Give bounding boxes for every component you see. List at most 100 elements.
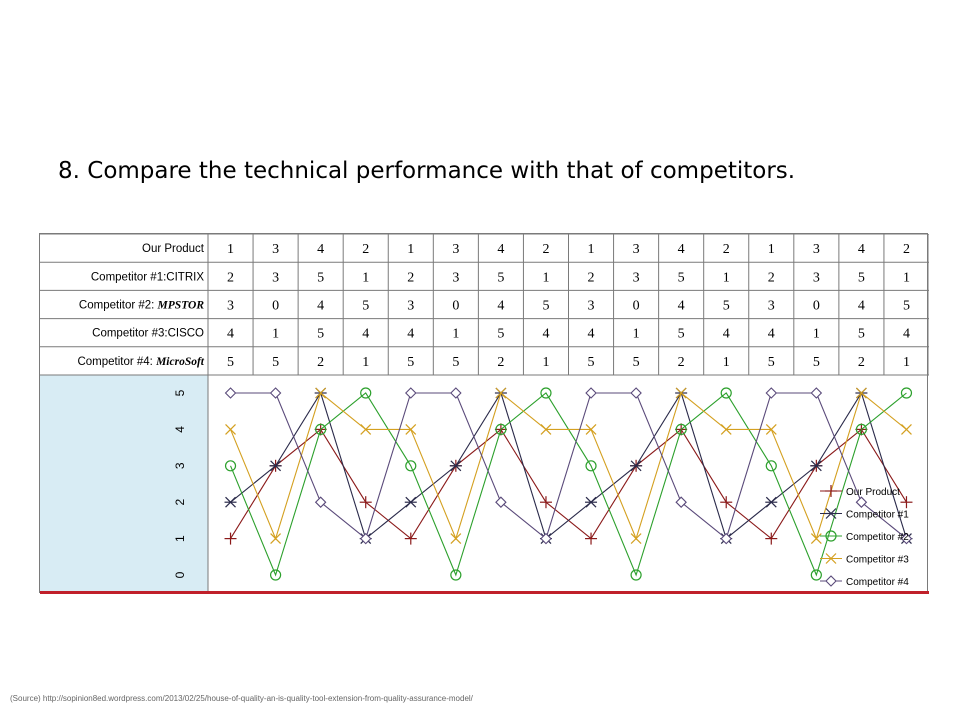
series-competitor-2-point: [224, 460, 237, 472]
series-competitor-4-point-d: [720, 532, 732, 545]
series-competitor-4-point: [585, 387, 597, 399]
series-competitor-3-point: [450, 533, 462, 545]
table-cell-value: 4: [858, 299, 865, 314]
table-cell-value: 5: [588, 355, 595, 370]
series-competitor-3-point: [360, 423, 372, 435]
series-competitor-2-point: [540, 387, 552, 399]
series-competitor-2-point: [810, 569, 822, 581]
table-cell-value: 4: [903, 327, 910, 342]
table-cell-value: 3: [633, 270, 640, 285]
series-competitor-3-point: [225, 423, 236, 435]
series-competitor-4-point-d: [540, 532, 552, 545]
chart-svg: Our Product 1 3 4 2 1 3 4 2 1 3 4 2 1 3 4 2 Competitor #1…: [40, 234, 929, 594]
table-row-label: Competitor #1:CITRIX: [91, 271, 204, 283]
bottom-rule: [40, 591, 929, 594]
series-our-product-point: [900, 496, 913, 509]
series-competitor-4-point: [720, 532, 732, 545]
table-cell-value: 5: [903, 299, 910, 314]
series-competitor-4-point-d: [630, 387, 642, 399]
series-competitor-2-point: [405, 460, 417, 472]
series-competitor-2-point-c: [585, 460, 597, 472]
table-cell-value: 5: [633, 355, 640, 370]
series-our-product-point: [765, 532, 778, 545]
series-competitor-1-point: [630, 460, 643, 472]
series-our-product-point: [224, 532, 237, 545]
series-competitor-3-line: [230, 392, 907, 541]
table-cell-value: 1: [723, 355, 730, 370]
table-cell-value: 2: [227, 270, 234, 285]
table-cell-value: 4: [497, 299, 504, 314]
series-competitor-4-point: [224, 387, 237, 399]
series-competitor-4-point-d: [269, 387, 282, 399]
series-competitor-3-point-b: [450, 533, 462, 545]
table-cell-value: 4: [407, 327, 414, 342]
source-footnote: (Source) http://sopinion8ed.wordpress.co…: [10, 694, 473, 703]
y-tick-label: 0: [173, 571, 187, 578]
series-our-product-point: [585, 532, 598, 545]
table-cell-value: 3: [813, 242, 820, 257]
series-competitor-2-point: [855, 423, 868, 435]
series-competitor-4-point-d: [900, 532, 913, 545]
table-cell-value: 3: [588, 299, 595, 314]
table-cell-value: 2: [317, 355, 324, 370]
series-competitor-1-point: [449, 460, 462, 472]
legend-label: Competitor #1: [846, 510, 909, 521]
table-cell-value: 1: [227, 242, 234, 257]
table-cell-value: 2: [542, 242, 549, 257]
table-cell-value: 1: [542, 355, 549, 370]
series-competitor-3-point-b: [855, 387, 867, 399]
table-cell-value: 3: [272, 270, 279, 285]
series-competitor-2-point-c: [720, 387, 732, 399]
series-our-product-point: [720, 496, 733, 509]
series-competitor-2-point-c: [630, 569, 642, 581]
axis-panel: [40, 375, 208, 591]
table-cell-value: 5: [858, 327, 865, 342]
series-competitor-2-point-c: [900, 387, 913, 399]
table-cell-value: 3: [452, 242, 459, 257]
series-competitor-2-point-c: [315, 423, 327, 435]
legend-swatch-marker-c: [825, 530, 837, 542]
series-competitor-3-point-b: [720, 423, 732, 435]
legend-swatch-marker: [825, 508, 837, 519]
table-cell-value: 4: [768, 327, 775, 342]
table-cell-value: 1: [272, 327, 279, 342]
legend-label: Competitor #2: [846, 532, 909, 543]
table-cell-value: 4: [542, 327, 549, 342]
series-competitor-2-point: [675, 423, 687, 435]
series-competitor-2-point: [765, 460, 777, 472]
table-cell-value: 2: [497, 355, 504, 370]
legend-swatch-marker-d: [825, 575, 837, 587]
table-cell-value: 4: [497, 242, 504, 257]
table-cell-value: 0: [633, 299, 640, 314]
series-competitor-3-point-b: [630, 533, 642, 545]
series-competitor-4-point-d: [765, 387, 778, 399]
legend-swatch-marker: [825, 575, 837, 587]
series-competitor-4-point-d: [405, 387, 417, 399]
series-competitor-3-point-b: [540, 423, 552, 435]
series-competitor-2-point: [360, 387, 372, 399]
series-competitor-4-point: [810, 387, 823, 399]
series-competitor-3-point-b: [360, 423, 372, 435]
series-competitor-3-point-b: [495, 387, 507, 399]
series-our-product-point: [404, 532, 417, 545]
table-cell-value: 2: [723, 242, 730, 257]
series-competitor-2-point: [585, 460, 597, 472]
table-cell-value: 1: [813, 327, 820, 342]
series-competitor-3-point-b: [810, 533, 822, 545]
table-cell-value: 2: [768, 270, 775, 285]
series-our-product-point: [539, 496, 552, 509]
legend-label: Competitor #3: [846, 555, 909, 566]
table-row-label: Competitor #4: MicroSoft: [77, 356, 204, 368]
table-cell-value: 5: [768, 355, 775, 370]
table-cell-value: 1: [542, 270, 549, 285]
slide-title: 8. Compare the technical performance wit…: [58, 158, 796, 184]
series-competitor-1-point: [224, 496, 237, 508]
series-competitor-2-point: [630, 569, 642, 581]
table-row-label: Competitor #3:CISCO: [92, 328, 204, 340]
series-competitor-4-point-d: [314, 496, 327, 508]
series-competitor-3-point: [810, 533, 822, 545]
series-competitor-2-point-c: [405, 460, 417, 472]
table-cell-value: 5: [813, 355, 820, 370]
series-competitor-3-point: [765, 423, 777, 435]
table-cell-value: 1: [362, 270, 369, 285]
